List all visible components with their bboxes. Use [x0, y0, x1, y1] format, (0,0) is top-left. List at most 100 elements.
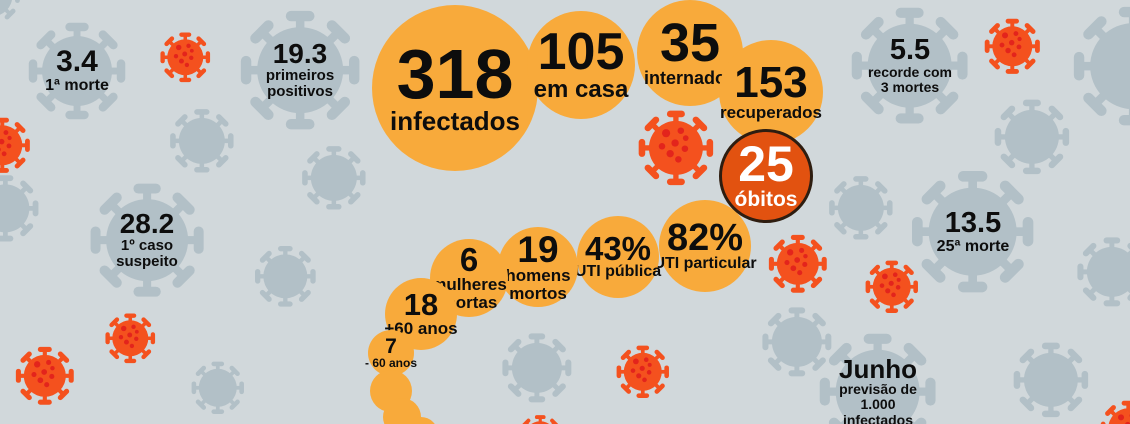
virus-gray-7	[826, 173, 896, 243]
virus-data-marker-marker-1o-caso-suspeito: 28.2 1º caso suspeito	[85, 178, 209, 302]
bubble-value: 19	[517, 228, 559, 270]
bubble-value: 105	[537, 22, 625, 81]
marker-text: Junho previsão de 1.000 infectados	[814, 328, 941, 424]
coronavirus-icon-orange	[16, 347, 74, 405]
marker-text: 13.5 25ª morte	[906, 165, 1039, 298]
virus-gray-8	[759, 304, 835, 380]
virus-orange-1	[158, 30, 213, 85]
bubble-label-line: em casa	[533, 76, 629, 104]
bubble-value: 35	[659, 12, 721, 73]
marker-value: 28.2	[119, 207, 175, 239]
marker-text: 28.2 1º caso suspeito	[85, 178, 209, 302]
bubble-uti-particular: 82% UTI particular	[653, 200, 757, 292]
virus-data-marker-marker-25a-morte: 13.5 25ª morte	[906, 165, 1039, 298]
coronavirus-icon-orange	[521, 414, 559, 424]
marker-value: Junho	[838, 354, 917, 385]
coronavirus-icon-gray	[90, 183, 204, 297]
marker-label-line: 1ª morte	[45, 77, 109, 95]
virus-orange-8	[863, 258, 921, 316]
coronavirus-icon-gray	[502, 333, 572, 403]
coronavirus-icon-gray	[1077, 237, 1130, 307]
marker-label-line: primeiros	[265, 66, 335, 84]
virus-orange-2	[0, 115, 32, 176]
bubble-value: 82%	[666, 216, 744, 259]
bubble-value: 18	[403, 287, 439, 323]
coronavirus-icon-orange	[769, 235, 827, 293]
bubble-label-line: homens	[505, 265, 571, 285]
bubble-recuperados: 153 recuperados	[719, 40, 823, 144]
virus-gray-5	[189, 359, 247, 417]
marker-text: 5.5 recorde com 3 mortes	[846, 2, 973, 129]
coronavirus-icon-gray	[1073, 6, 1130, 126]
virus-gray-1	[167, 106, 237, 176]
coronavirus-icon-gray	[762, 307, 832, 377]
bubble-value: 153	[734, 58, 808, 108]
virus-orange-7	[766, 232, 830, 296]
bubble-label-line: recuperados	[719, 102, 823, 122]
coronavirus-icon-gray	[191, 361, 245, 415]
coronavirus-icon-orange	[160, 32, 210, 82]
marker-label-line: previsão de	[839, 381, 917, 398]
coronavirus-icon-orange	[0, 117, 30, 173]
coronavirus-icon-gray	[28, 22, 126, 120]
marker-label-line: 25ª morte	[936, 237, 1010, 255]
bubble-obitos: 25 óbitos	[719, 129, 813, 223]
coronavirus-icon-orange	[1100, 400, 1130, 424]
virus-data-marker-marker-junho-previsao: Junho previsão de 1.000 infectados	[814, 328, 941, 424]
marker-value: 5.5	[889, 34, 931, 67]
coronavirus-icon-gray	[0, 174, 39, 242]
virus-orange-3	[103, 311, 158, 366]
bubble-label-line: infectados	[389, 105, 521, 136]
bubble-menos-60-anos: 7- 60 anos	[364, 330, 418, 376]
coronavirus-icon-gray	[0, 0, 20, 20]
marker-label-line: 3 mortes	[880, 79, 940, 96]
bubble-label-line: mulheres	[431, 274, 507, 294]
coronavirus-icon-gray	[170, 109, 234, 173]
bubble-value: 318	[396, 35, 514, 114]
marker-label-line: suspeito	[116, 252, 178, 270]
coronavirus-icon-orange	[638, 110, 714, 186]
marker-value: 3.4	[56, 45, 98, 79]
bubble-homens-mortos: 19 homens mortos	[498, 227, 578, 307]
marker-label-line: 1.000	[860, 396, 896, 413]
bubble-value: 43%	[584, 229, 652, 267]
virus-orange-10	[1098, 398, 1130, 424]
bubble-label-line: UTI particular	[653, 254, 757, 272]
virus-data-marker-marker-1a-morte: 3.4 1ª morte	[24, 18, 130, 124]
coronavirus-icon-gray	[852, 8, 968, 124]
virus-orange-4	[13, 344, 77, 408]
bubble-value: 6	[459, 241, 479, 279]
marker-label-line: positivos	[267, 82, 333, 100]
virus-data-marker-marker-recorde-3-mortes: 5.5 recorde com 3 mortes	[846, 2, 973, 129]
coronavirus-icon-orange	[865, 260, 919, 314]
bubble-mulheres-mortas: 6 mulheres mortas	[430, 239, 508, 317]
marker-value: 19.3	[272, 37, 328, 69]
coronavirus-icon-gray	[254, 245, 316, 307]
marker-text: 19.3 primeiros positivos	[235, 5, 365, 135]
virus-orange-5	[635, 107, 717, 189]
bubble-label-line: mortos	[509, 283, 567, 303]
virus-gray-2	[299, 143, 369, 213]
coronavirus-icon-orange	[984, 18, 1040, 74]
bubble-uti-publica: 43% UTI pública	[575, 216, 661, 298]
marker-value: 13.5	[944, 206, 1002, 239]
virus-orange-11	[516, 413, 564, 424]
coronavirus-icon-gray	[240, 10, 360, 130]
marker-text: 3.4 1ª morte	[24, 18, 130, 124]
virus-gray-9	[991, 96, 1073, 178]
virus-gray-3	[0, 172, 41, 245]
virus-gray-10	[1068, 1, 1130, 131]
bubble-chain-extra-3	[404, 417, 438, 424]
bubble-value: 7	[385, 334, 397, 358]
coronavirus-icon-orange	[105, 313, 155, 363]
marker-label-line: recorde com	[867, 64, 953, 81]
virus-orange-6	[614, 343, 672, 401]
virus-gray-4	[252, 243, 319, 310]
marker-label-line: 1º caso	[120, 236, 174, 254]
coronavirus-icon-orange	[616, 345, 670, 399]
coronavirus-icon-gray	[829, 176, 893, 240]
coronavirus-icon-gray	[820, 334, 936, 424]
bubble-label-line: - 60 anos	[364, 355, 418, 370]
virus-gray-12	[1010, 339, 1092, 421]
